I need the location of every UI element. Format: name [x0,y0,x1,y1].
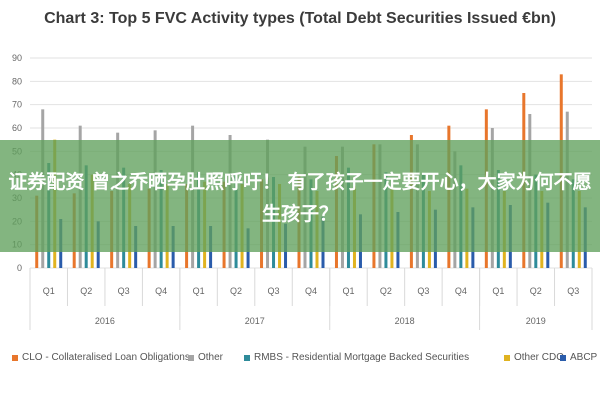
y-tick-label: 60 [12,123,22,133]
x-tick-label: Q3 [417,286,429,296]
chart-title: Chart 3: Top 5 FVC Activity types (Total… [44,10,556,27]
promo-overlay-banner[interactable] [0,140,600,252]
legend-label: RMBS - Residential Mortgage Backed Secur… [254,352,470,363]
x-tick-label: Q2 [530,286,542,296]
legend-item: Other CDO [504,352,564,363]
legend-swatch [12,354,18,361]
x-tick-label: Q1 [43,286,55,296]
legend-swatch [560,354,566,361]
legend-label: Other CDO [514,352,565,363]
x-tick-label: Q4 [455,286,467,296]
promo-overlay-text[interactable]: 证券配资 曾之乔晒孕肚照呼吁！ 有了孩子一定要开心，大家为何不愿生孩子？ [8,171,592,225]
x-tick-label: Q3 [567,286,579,296]
x-tick-label: Q3 [268,286,280,296]
legend-label: Other [198,352,224,363]
y-tick-label: 70 [12,100,22,110]
x-tick-label: Q2 [380,286,392,296]
x-tick-label: Q1 [342,286,354,296]
legend-item: RMBS - Residential Mortgage Backed Secur… [244,352,469,363]
legend-label: ABCP [570,352,598,363]
legend-swatch [188,354,194,361]
x-tick-label: Q2 [230,286,242,296]
x-tick-label: Q4 [155,286,167,296]
x-tick-label: Q3 [118,286,130,296]
legend-swatch [504,354,510,361]
x-tick-label: Q2 [80,286,92,296]
legend-item: ABCP [560,352,597,363]
x-tick-label: Q4 [305,286,317,296]
year-label: 2018 [395,316,415,326]
chart-legend: CLO - Collateralised Loan Obligations Oth… [12,352,600,372]
y-tick-label: 0 [17,263,22,273]
x-tick-label: Q1 [492,286,504,296]
year-label: 2016 [95,316,115,326]
y-tick-label: 80 [12,76,22,86]
year-label: 2019 [526,316,546,326]
x-tick-label: Q1 [193,286,205,296]
legend-item: Other [188,352,223,363]
legend-item: CLO - Collateralised Loan Obligations [12,352,190,363]
y-tick-label: 90 [12,53,22,63]
legend-label: CLO - Collateralised Loan Obligations [22,352,190,363]
legend-swatch [244,354,250,361]
year-label: 2017 [245,316,265,326]
